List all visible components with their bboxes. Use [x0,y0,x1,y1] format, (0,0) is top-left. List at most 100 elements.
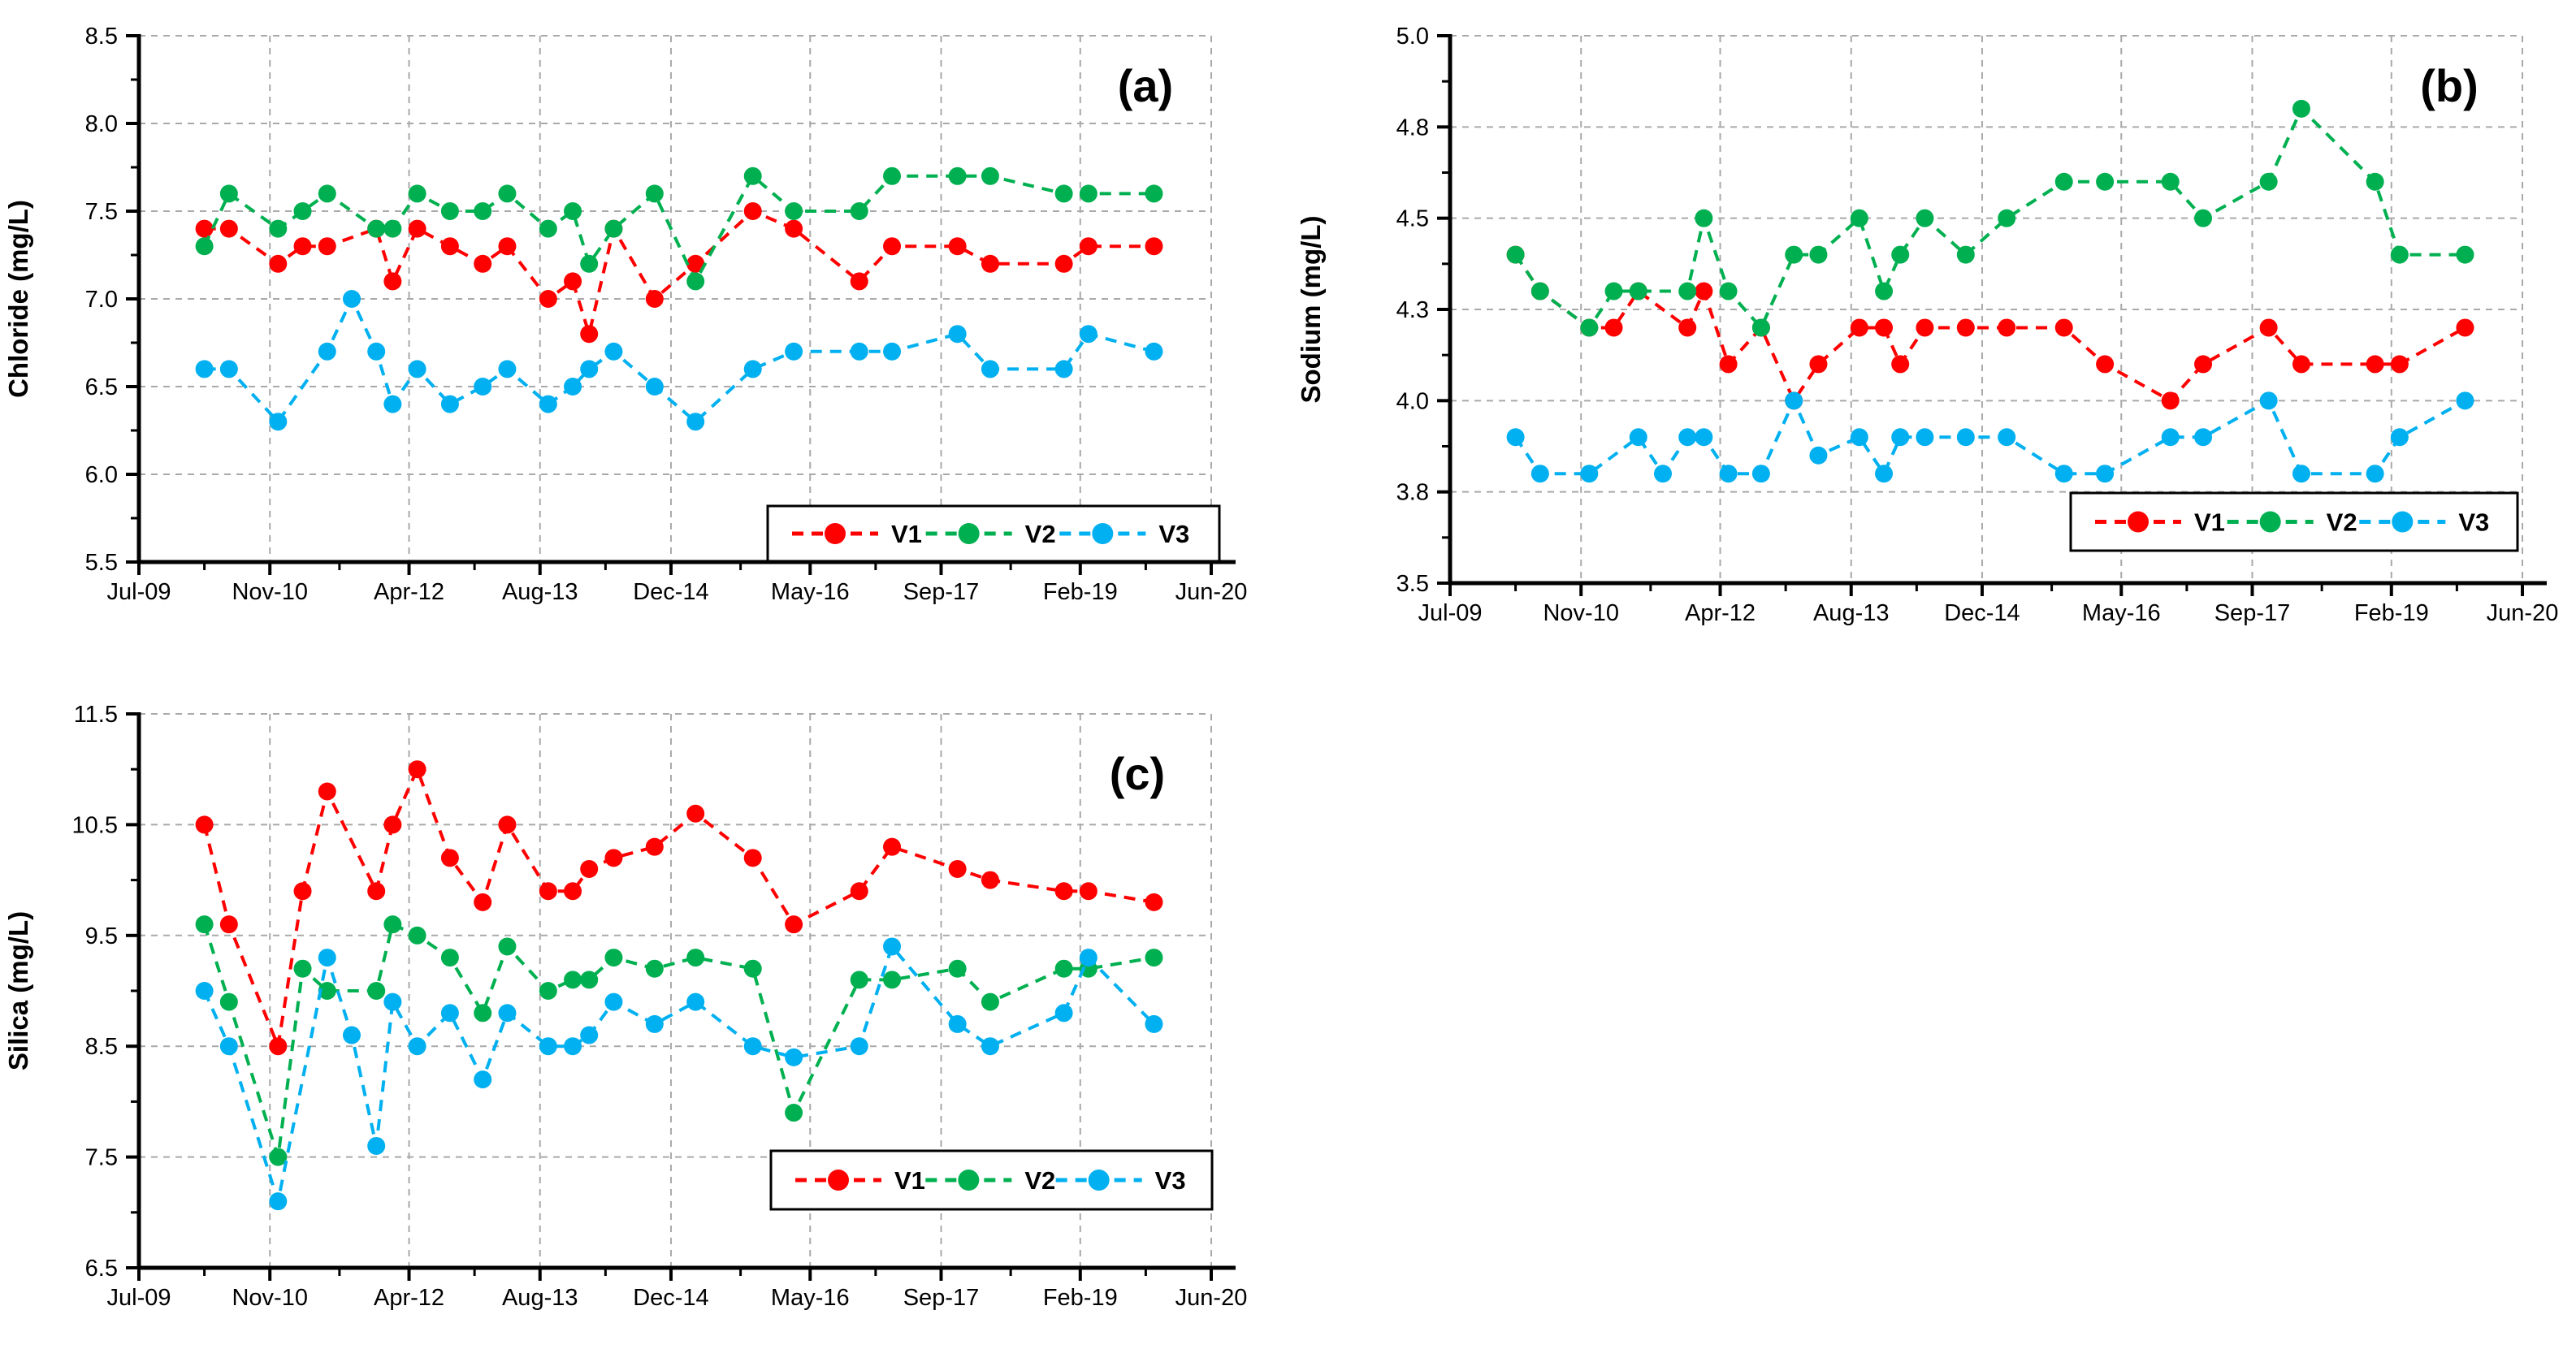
chart-svg-a: Jul-09 Nov-10 Apr-12 Aug-13 Dec-14 May-16 Sep-… [3,24,1248,605]
legend-marker [1088,1170,1110,1191]
marker-v3 [1054,1004,1073,1023]
marker-v1 [195,219,214,238]
series-v3 [195,290,1163,431]
marker-v2 [293,959,312,978]
marker-v1 [686,804,705,823]
marker-v1 [580,325,599,344]
marker-v2 [1719,282,1738,301]
marker-v2 [2366,172,2384,191]
marker-v2 [785,202,803,220]
y-tick-label: 6.0 [85,462,118,488]
legend-label: V1 [894,1166,925,1195]
marker-v2 [1891,245,1910,264]
marker-v3 [1956,428,1975,447]
marker-v1 [883,237,902,256]
marker-v2 [1956,245,1975,264]
legend-label: V3 [2458,508,2489,537]
marker-v3 [383,395,402,413]
marker-v3 [1145,342,1163,361]
marker-v3 [743,1037,762,1056]
marker-v1 [318,782,336,801]
marker-v3 [1580,465,1599,483]
x-tick-label: Jun-20 [1175,579,1248,605]
x-tick-label: Feb-19 [1043,579,1118,605]
gridlines [1450,35,2523,583]
marker-v2 [498,937,517,956]
marker-v3 [785,342,803,361]
marker-v2 [1751,318,1770,337]
marker-v3 [948,325,967,344]
legend-marker [2392,511,2414,533]
marker-v1 [318,237,336,256]
y-tick-label: 4.3 [1396,297,1429,323]
series-v1 [1506,245,2474,410]
marker-v3 [383,992,402,1011]
marker-v1 [686,254,705,273]
series-line-v2 [202,173,1154,285]
marker-v3 [686,992,705,1011]
marker-v3 [1916,428,1934,447]
marker-v2 [564,971,582,989]
marker-v2 [1678,282,1697,301]
marker-v1 [1678,318,1697,337]
marker-v2 [367,219,386,238]
marker-v1 [564,882,582,901]
marker-v1 [498,237,517,256]
marker-v3 [408,1037,426,1056]
marker-v3 [474,378,492,396]
legend-marker [2128,511,2149,533]
series-v1 [195,760,1163,1056]
marker-v3 [604,992,623,1011]
marker-v1 [293,237,312,256]
panel-label-c: (c) [1110,748,1165,799]
legend-marker [958,523,980,544]
marker-v2 [269,1148,288,1166]
y-tick-label: 4.0 [1396,388,1429,414]
marker-v3 [645,378,664,396]
series-v3 [195,937,1163,1211]
marker-v3 [645,1014,664,1033]
marker-v2 [195,237,214,256]
marker-v2 [539,219,557,238]
marker-v3 [2054,465,2073,483]
marker-v2 [743,166,762,185]
marker-v3 [269,413,288,431]
marker-v3 [474,1070,492,1089]
series-line-v3 [202,943,1155,1209]
marker-v3 [440,395,459,413]
axes [126,34,1236,575]
marker-v1 [293,882,312,901]
x-tick-label: Dec-14 [633,579,709,605]
marker-v2 [1580,318,1599,337]
y-tick-label: 5.0 [1396,24,1429,50]
marker-v1 [981,254,999,273]
marker-v1 [883,837,902,856]
x-tick-label: Dec-14 [633,1285,709,1311]
x-tick-label: Nov-10 [232,1285,308,1311]
marker-v2 [474,1004,492,1023]
marker-v2 [883,971,902,989]
panel-label-a: (a) [1118,60,1173,111]
marker-v2 [1998,209,2016,227]
marker-v1 [383,815,402,834]
marker-v1 [269,1037,288,1056]
marker-v3 [1719,465,1738,483]
marker-v2 [408,926,426,945]
legend: V1 V2 V3 [2069,491,2519,552]
marker-v1 [1604,318,1623,337]
marker-v3 [408,360,426,378]
marker-v2 [981,992,999,1011]
marker-v1 [408,760,426,779]
marker-v1 [850,882,868,901]
chart-svg-b: Jul-09 Nov-10 Apr-12 Aug-13 Dec-14 May-16 Sep-… [1296,24,2558,626]
marker-v2 [408,184,426,203]
marker-v1 [269,254,288,273]
marker-v3 [1530,465,1549,483]
marker-v2 [2054,172,2073,191]
marker-v3 [948,1014,967,1033]
y-tick-label: 3.8 [1396,480,1429,506]
marker-v3 [1998,428,2016,447]
marker-v3 [1695,428,1713,447]
marker-v3 [1079,325,1098,344]
marker-v3 [269,1192,288,1211]
